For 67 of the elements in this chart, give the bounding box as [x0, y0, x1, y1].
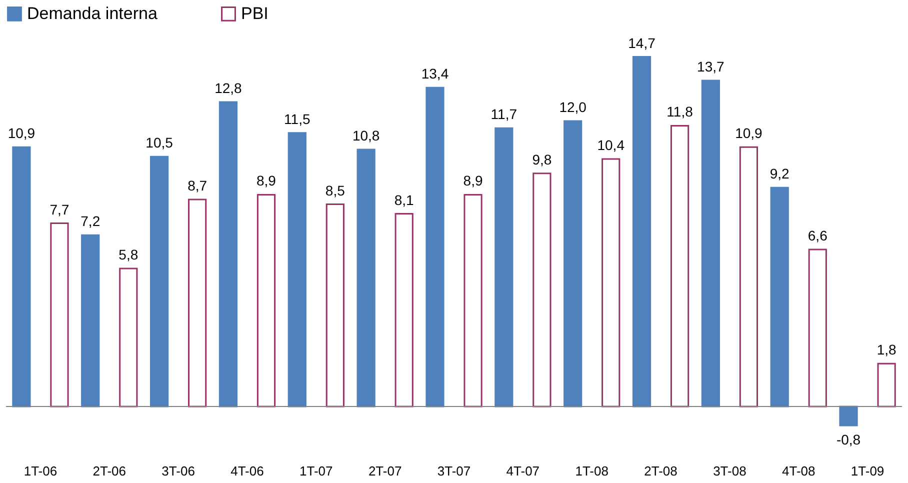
data-label: 5,8: [118, 246, 138, 262]
x-tick-label: 3T-06: [162, 464, 195, 478]
bar: [564, 120, 582, 408]
data-label: 8,9: [463, 172, 483, 189]
data-label: 12,0: [559, 98, 587, 115]
data-label: 7,7: [50, 201, 70, 218]
data-label: 13,7: [697, 58, 725, 75]
bar: [426, 86, 444, 408]
data-label: 8,5: [325, 182, 346, 198]
bar: [464, 194, 482, 408]
data-label: 11,5: [284, 110, 310, 127]
bar: [739, 146, 758, 408]
data-label: 12,8: [214, 80, 242, 96]
bar: [81, 234, 100, 408]
bar: [808, 248, 827, 408]
bar: [494, 127, 514, 408]
data-label: 10,9: [8, 125, 36, 142]
data-label: 6,6: [808, 227, 828, 244]
x-tick-label: 3T-07: [437, 464, 471, 478]
bar: [839, 406, 858, 426]
legend-label: PBI: [241, 4, 268, 23]
x-tick-label: 3T-08: [713, 464, 746, 478]
data-label: 9,8: [532, 151, 552, 168]
data-label: 11,8: [666, 104, 694, 120]
data-label: 10,8: [352, 128, 380, 144]
data-label: 1,8: [876, 342, 896, 358]
data-label: 11,7: [490, 106, 518, 122]
bar: [394, 213, 414, 408]
bar: [701, 80, 720, 408]
x-tick-label: 4T-08: [782, 464, 816, 478]
data-label: 8,7: [188, 177, 208, 194]
bar: [288, 132, 306, 408]
data-label: 10,4: [597, 137, 625, 154]
bar: [50, 222, 69, 408]
bar: [632, 56, 652, 408]
bar: [188, 198, 207, 408]
bar: [770, 186, 789, 408]
data-label: 9,2: [770, 166, 790, 182]
bar: [877, 362, 896, 408]
x-tick-label: 1T-07: [300, 464, 333, 478]
x-tick-label: 1T-08: [575, 464, 608, 478]
data-label: 8,1: [394, 192, 414, 208]
x-tick-label: 1T-06: [24, 464, 58, 478]
bar: [532, 172, 552, 408]
x-tick-label: 2T-06: [92, 464, 126, 478]
data-label: 14,7: [628, 34, 656, 51]
data-label: 8,9: [256, 172, 276, 189]
data-label: -0,8: [836, 432, 861, 448]
legend-label: Demanda interna: [27, 4, 158, 23]
x-tick-label: 2T-07: [368, 464, 402, 478]
data-label: 10,9: [735, 125, 763, 142]
x-tick-label: 4T-06: [230, 464, 264, 478]
bar: [326, 204, 344, 408]
bar: [119, 268, 138, 408]
x-tick-label: 4T-07: [506, 464, 540, 478]
data-label: 10,5: [146, 134, 174, 151]
bar: [356, 148, 376, 408]
bar: [218, 101, 238, 408]
bar: [256, 194, 276, 408]
bar: [150, 156, 169, 408]
data-label: 13,4: [421, 66, 449, 82]
bar: [12, 146, 31, 408]
data-label: 7,2: [80, 213, 100, 230]
bar: [670, 124, 690, 408]
x-tick-label: 1T-09: [850, 464, 884, 478]
x-tick-label: 2T-08: [644, 464, 678, 478]
bar: [602, 158, 620, 408]
